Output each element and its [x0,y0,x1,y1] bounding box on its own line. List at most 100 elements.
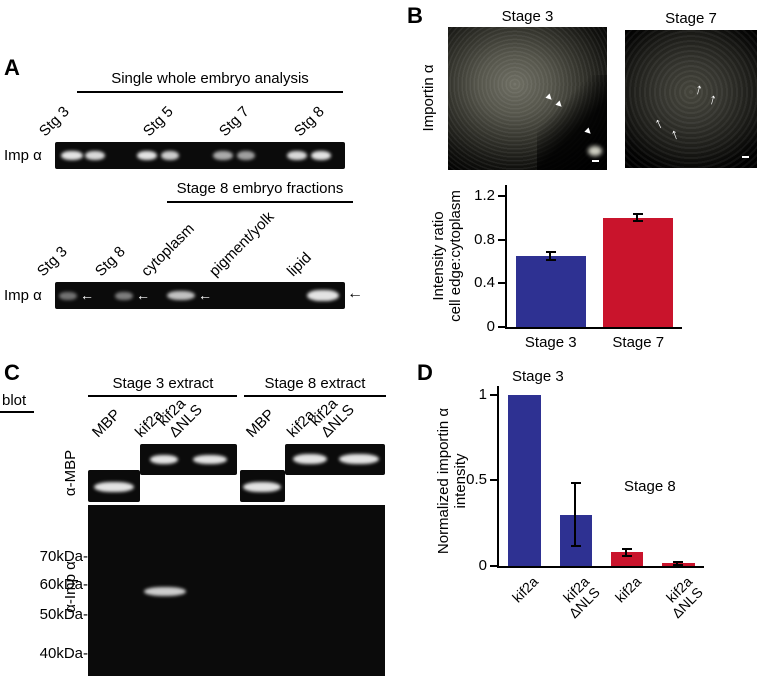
panel-c-label: C [4,360,20,385]
western-blot-strip-fractions: ← ← ← [55,282,345,309]
panel-a-blot1-title-underline [77,91,343,93]
panel-c-blot-header: blot [2,392,27,409]
y-tick [490,565,497,567]
panel-c-row1-label: α-MBP [62,449,79,497]
y-tick-label: 0.4 [474,274,495,292]
y-tick [498,326,505,328]
lane-label: Stg 8 [91,243,129,280]
scale-bar [592,160,599,162]
panel-c-group2-underline [244,395,386,397]
blot-band [237,151,255,160]
blot-band [150,455,178,464]
panel-a-blot2-title: Stage 8 embryo fractions [176,180,344,197]
intensity-ratio-bar-chart: 0 0.4 0.8 1.2 Stage 3 Stage 7 [474,185,682,351]
scale-bar [742,156,749,158]
x-tick-label: kif2a [611,573,644,606]
panel-b-image1-title: Stage 3 [501,8,554,25]
panel-a-blot2-row-label: Imp α [4,287,42,304]
microscopy-image-stage3: ▲ ▲ ▲ [448,27,607,170]
lane-label: cytoplasm [137,220,198,280]
blot-band [61,151,83,160]
lane-label: Stg 3 [33,243,71,280]
lane-label: kif2a ΔNLS [306,395,358,441]
bright-region [588,146,602,156]
panel-a-blot1-title: Single whole embryo analysis [111,70,309,87]
lane-label: kif2a ΔNLS [154,395,206,441]
blot-band [311,151,331,160]
mw-marker: 50kDa- [39,606,88,623]
western-blot-alpha-mbp-stage8-mbp [240,470,285,502]
blot-band [307,290,339,301]
panel-a-label: A [4,55,20,80]
lane-label: Stg 7 [215,103,253,140]
y-tick-label: 0.8 [474,230,495,248]
error-bar [570,482,581,548]
x-tick-label: kif2a ΔNLS [560,573,604,622]
error-bar [673,561,684,566]
mw-marker: 60kDa- [39,576,88,593]
panel-c-group1-title: Stage 3 extract [112,375,214,392]
panel-b-side-label: Importin α [420,64,437,132]
blot-band [243,482,281,492]
blot-band [167,291,195,300]
arrow-up-icon: ↑ [706,90,719,109]
y-tick-label: 1.2 [474,186,495,204]
mw-marker: 40kDa- [39,645,88,662]
chart-d-group-label-stage3: Stage 3 [512,368,564,385]
error-bar [633,213,644,223]
lane-label: lipid [283,249,315,280]
arrow-left-icon: ← [198,287,212,303]
blot-band [287,151,307,160]
bar-stage-3 [515,256,586,327]
panel-a-blot1-row-label: Imp α [4,147,42,164]
y-tick-label: 0.5 [466,471,487,489]
blot-band [339,454,379,464]
western-blot-alpha-mbp-stage8-kif2a [285,444,385,475]
lane-label: MBP [242,405,278,441]
arrow-up-icon: ↑ [651,114,666,133]
panel-b-label: B [407,3,423,28]
blot-band [94,482,134,492]
y-tick-label: 0 [486,318,495,335]
western-blot-strip-whole-embryo [55,142,345,169]
arrow-left-icon: ← [347,285,363,302]
chart-d-group-label-stage8: Stage 8 [624,478,676,495]
error-bar [545,250,556,262]
arrow-left-icon: ← [136,287,150,303]
x-tick-label: kif2a [509,573,542,606]
arrow-up-icon: ↑ [692,80,705,99]
panel-c-group2-title: Stage 8 extract [264,375,366,392]
x-tick-label: kif2a ΔNLS [662,573,706,622]
y-tick-label: 0 [478,557,487,574]
western-blot-alpha-importin [88,505,385,676]
y-tick [498,238,505,241]
lane-label: MBP [88,405,124,441]
lane-label: Stg 3 [35,103,73,140]
western-blot-alpha-mbp-stage3-mbp [88,470,140,502]
mw-marker: 70kDa- [39,548,88,565]
arrow-up-icon: ↑ [668,125,682,144]
arrowhead-icon: ▲ [580,123,596,139]
y-tick [490,479,497,482]
error-bar [622,548,633,557]
blot-band [161,151,179,160]
lane-label: Stg 8 [290,103,328,140]
panel-d-label: D [417,360,433,385]
panel-a-blot2-title-underline [167,201,353,203]
x-tick-label: Stage 3 [524,334,577,351]
blot-band [85,151,105,160]
bar-kif2a [508,394,541,566]
x-tick-label: Stage 7 [612,334,665,351]
y-tick-label: 1 [478,385,487,403]
blot-band [59,292,77,300]
normalized-importin-bar-chart: 0 0.5 1 kif2a kif2a ΔNLS kif2a kif2a ΔNLS [466,386,705,622]
blot-band [137,151,157,160]
blot-band [193,455,227,464]
y-tick [498,194,505,197]
blot-band [293,454,327,464]
lane-label: pigment/yolk [205,208,278,280]
panel-c-group1-underline [88,395,237,397]
lane-label: Stg 5 [139,103,177,140]
microscopy-image-stage7: ↑ ↑ ↑ ↑ [625,30,757,168]
